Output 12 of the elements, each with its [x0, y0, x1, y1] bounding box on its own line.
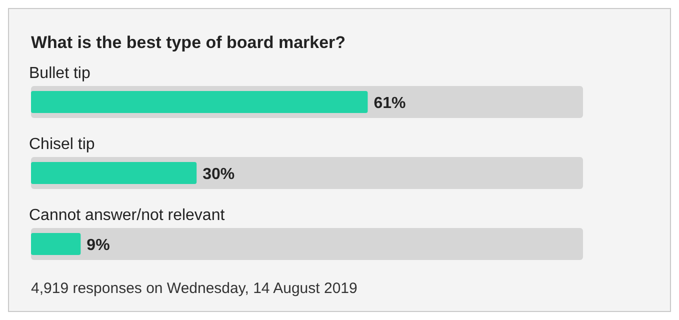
data-label: 30%	[202, 166, 235, 183]
y-tick-label: Chisel tip	[29, 136, 95, 153]
y-tick-label: Bullet tip	[29, 65, 90, 82]
bar	[31, 228, 583, 260]
bar	[31, 91, 368, 113]
bar	[31, 162, 197, 184]
bar	[31, 233, 81, 255]
chart-title: What is the best type of board marker?	[31, 33, 346, 53]
data-label: 9%	[86, 237, 110, 254]
data-label: 61%	[374, 95, 406, 112]
y-tick-label: Cannot answer/not relevant	[29, 207, 226, 224]
text: 4,919 responses on Wednesday, 14 August 2019	[31, 280, 358, 297]
